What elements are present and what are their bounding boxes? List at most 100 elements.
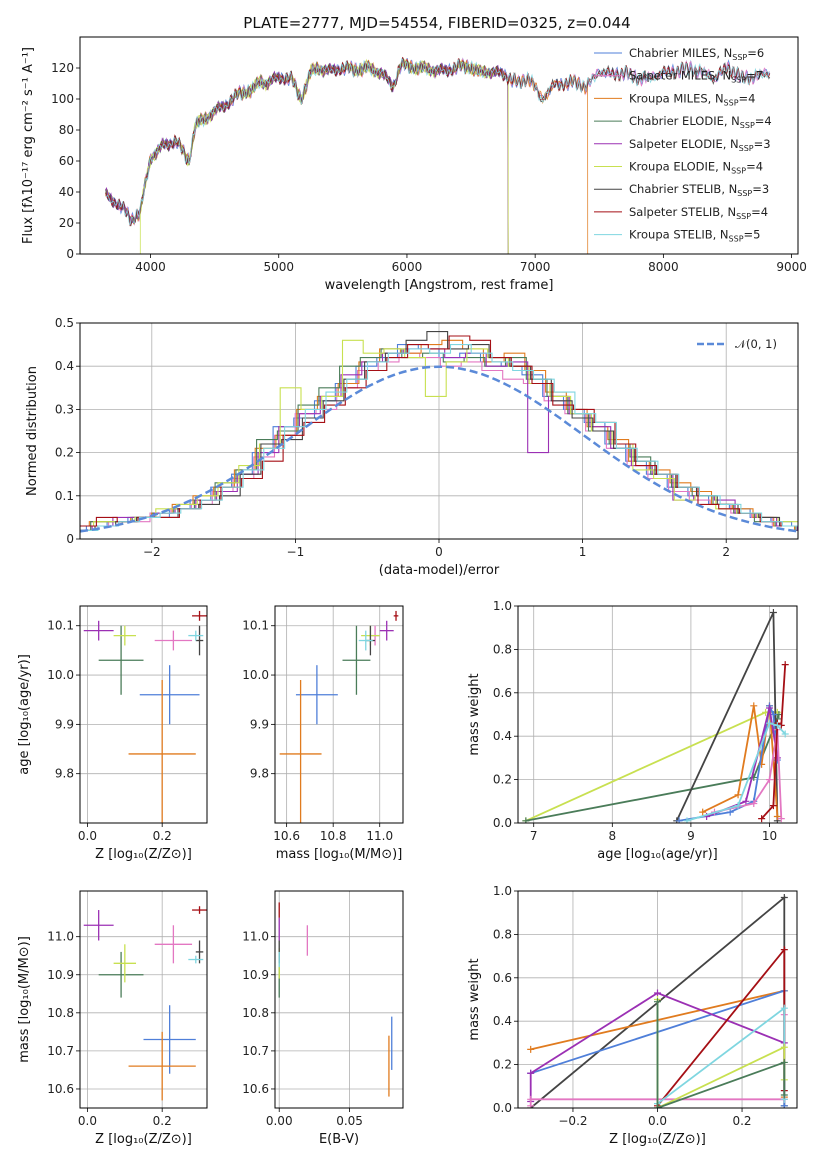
weight-marker xyxy=(769,609,777,617)
errorbar-point xyxy=(98,951,144,998)
weight-marker xyxy=(734,791,742,799)
legend-label-main: Kroupa ELODIE, N xyxy=(629,160,731,174)
weight_vs_age-ytick-label: 0.6 xyxy=(493,686,512,700)
age_vs_Z-xlabel: Z [log₁₀(Z/Z⊙)] xyxy=(95,847,192,862)
weight_vs_age-xtick-label: 9 xyxy=(687,829,695,843)
weight-series-line xyxy=(529,991,785,1102)
errorbar-point xyxy=(195,625,204,656)
errorbar-point xyxy=(192,610,207,621)
spectrum-xtick-label: 9000 xyxy=(776,260,807,274)
weight-marker xyxy=(769,802,777,810)
residuals-ylabel: Normed distribution xyxy=(25,366,40,496)
errorbar-point xyxy=(128,679,196,823)
weight-marker xyxy=(522,817,530,823)
residuals-xtick-label: 1 xyxy=(579,545,587,559)
age_vs_mass-ytick-label: 10.0 xyxy=(242,668,269,682)
weight-marker xyxy=(780,1004,788,1012)
legend-label-main: Kroupa STELIB, N xyxy=(629,228,729,242)
errorbar-point xyxy=(192,906,207,914)
weight_vs_Z-ytick-label: 0.2 xyxy=(493,1058,512,1072)
legend-label-main: Chabrier STELIB, N xyxy=(629,182,737,196)
histogram-step xyxy=(80,348,798,531)
histogram-step xyxy=(80,348,798,531)
mass_vs_EBV-axes: 0.00 0.05 10.6 10.7 10.8 10.9 11.0 E(B-V) xyxy=(242,891,403,1147)
weight_vs_age-axes: 7 8 9 10 0.0 0.2 0.4 0.6 0.8 1.0 age [log₁₀(age/yr… xyxy=(467,599,797,862)
mass_vs_EBV-xlabel: E(B-V) xyxy=(319,1132,359,1147)
legend-subscript: SSP xyxy=(732,53,747,62)
residuals-ytick-label: 0.1 xyxy=(55,489,74,503)
spectrum-xtick-label: 7000 xyxy=(520,260,551,274)
mass_vs_Z-ytick-label: 11.0 xyxy=(47,930,74,944)
legend-label: Salpeter MILES, NSSP=7 xyxy=(629,69,763,85)
errorbar-point xyxy=(128,1031,196,1101)
legend-label-main: Chabrier ELODIE, N xyxy=(629,114,740,128)
residuals-ytick-label: 0.2 xyxy=(55,446,74,460)
errorbar-point xyxy=(113,944,137,983)
spectrum-ytick-label: 40 xyxy=(59,185,74,199)
weight_vs_age-lines xyxy=(522,609,789,823)
weight-marker xyxy=(780,894,788,902)
errorbar-point xyxy=(98,625,144,695)
legend-label: Kroupa STELIB, NSSP=5 xyxy=(629,228,760,244)
residuals-xlabel: (data-model)/error xyxy=(379,563,500,578)
histogram-step xyxy=(80,331,798,531)
spectrum-ytick-label: 20 xyxy=(59,216,74,230)
spectrum-lines xyxy=(105,56,771,254)
legend-subscript: SSP xyxy=(724,98,739,107)
weight-marker xyxy=(765,776,773,784)
weight-marker xyxy=(765,719,773,727)
weight_vs_age-ytick-label: 1.0 xyxy=(493,599,512,613)
mass_vs_Z-points xyxy=(83,906,207,1101)
errorbar-point xyxy=(154,925,193,964)
legend-label-n: =4 xyxy=(751,205,768,219)
legend-label-main: Kroupa MILES, N xyxy=(629,91,724,105)
residuals-ytick-label: 0.5 xyxy=(55,316,74,330)
mass_vs_Z-axes: 0.0 0.2 10.6 10.7 10.8 10.9 11.0 Z [log₁₀(Z/Z⊙)… xyxy=(17,891,207,1147)
weight_vs_Z-ylabel: mass weight xyxy=(467,958,482,1040)
age_vs_mass-points xyxy=(279,610,399,823)
mass_vs_EBV-ytick-label: 10.9 xyxy=(242,968,269,982)
weight_vs_Z-xtick-label: −0.2 xyxy=(558,1114,587,1128)
legend-label-n: =3 xyxy=(752,182,769,196)
weight_vs_Z-xtick-label: 0.0 xyxy=(648,1114,667,1128)
spectrum-xtick-label: 8000 xyxy=(648,260,679,274)
legend-label: Salpeter STELIB, NSSP=4 xyxy=(629,205,768,221)
mass_vs_Z-xtick-label: 0.2 xyxy=(153,1114,172,1128)
legend-subscript: SSP xyxy=(737,189,752,198)
legend-label-main: Chabrier MILES, N xyxy=(629,46,732,60)
legend-subscript: SSP xyxy=(739,144,754,153)
weight-marker xyxy=(773,812,781,820)
legend-label: Chabrier ELODIE, NSSP=4 xyxy=(629,114,772,130)
weight_vs_age-xtick-label: 10 xyxy=(762,829,777,843)
legend-subscript: SSP xyxy=(731,76,746,85)
errorbar-point xyxy=(188,630,204,641)
weight_vs_Z-xlabel: Z [log₁₀(Z/Z⊙)] xyxy=(609,1132,706,1147)
mass_vs_EBV-ytick-label: 10.6 xyxy=(242,1082,269,1096)
spectrum-ytick-label: 120 xyxy=(51,61,74,75)
legend-label: Salpeter ELODIE, NSSP=3 xyxy=(629,137,771,153)
errorbar-point xyxy=(279,679,322,823)
mass_vs_Z-xlabel: Z [log₁₀(Z/Z⊙)] xyxy=(95,1132,192,1147)
weight_vs_Z-xtick-label: 0.2 xyxy=(732,1114,751,1128)
weight-marker xyxy=(527,1095,535,1103)
residuals-legend: 𝒩(0, 1) xyxy=(697,337,777,351)
errorbar-point xyxy=(143,1005,196,1074)
age_vs_mass-xtick-label: 11.0 xyxy=(366,829,393,843)
weight_vs_Z-ytick-label: 1.0 xyxy=(493,884,512,898)
weight_vs_age-ylabel: mass weight xyxy=(467,673,482,755)
errorbar-point xyxy=(83,910,114,941)
errorbar-point xyxy=(154,630,193,651)
spectrum-series-line xyxy=(105,58,589,254)
spectrum-frame xyxy=(79,36,799,255)
residuals-xtick-label: 2 xyxy=(722,545,730,559)
weight-marker xyxy=(781,661,789,669)
age_vs_Z-ytick-label: 9.9 xyxy=(55,717,74,731)
errorbar-point xyxy=(379,620,394,641)
figure-title: PLATE=2777, MJD=54554, FIBERID=0325, z=0… xyxy=(243,14,630,32)
mass_vs_Z-xtick-label: 0.0 xyxy=(78,1114,97,1128)
residuals-frame xyxy=(79,322,799,540)
weight_vs_age-ytick-label: 0.8 xyxy=(493,642,512,656)
weight-marker xyxy=(780,1091,788,1099)
mass_vs_Z-ytick-label: 10.8 xyxy=(47,1006,74,1020)
